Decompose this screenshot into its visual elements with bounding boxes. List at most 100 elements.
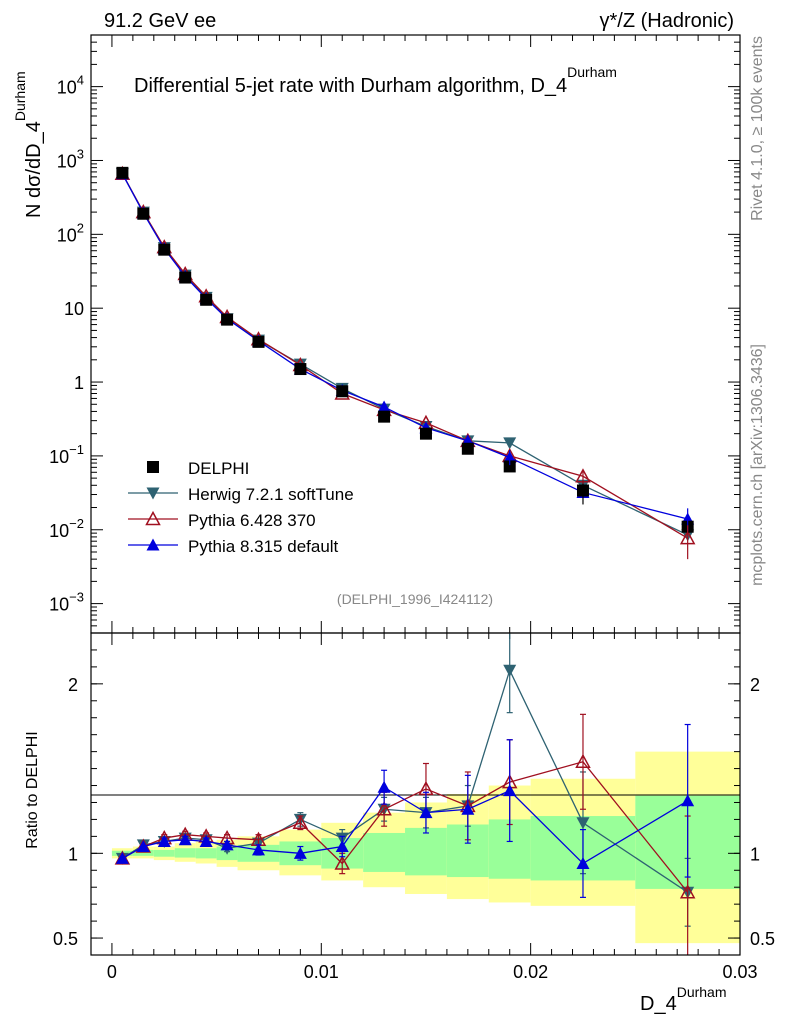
ratio-axis-label: Ratio to DELPHI [24,731,41,848]
data-point [116,166,129,179]
data-point [200,293,213,306]
ratio-point [376,801,392,816]
data-point [378,410,391,423]
uncertainty-band-inner [174,848,196,858]
data-point [137,207,150,220]
ratio-axis-ticks: 0.5 0.5 1 1 2 2 [53,633,775,956]
legend-item: DELPHI [147,459,249,478]
uncertainty-band-inner [132,849,154,856]
ratio-point [503,664,517,677]
legend-label: Herwig 7.2.1 softTune [188,485,354,504]
y-tick-label: 103 [57,146,84,171]
data-point [336,385,349,398]
legend-marker [145,510,161,526]
legend-item: Pythia 8.315 default [128,537,339,556]
chart-title-sup: Durham [567,64,617,80]
ratio-point [576,817,590,830]
series-line [121,173,688,536]
x-tick-labels: 0 0.01 0.02 0.03 [107,962,758,982]
chart-title: Differential 5-jet rate with Durham algo… [134,64,617,97]
x-tick-label: 0.01 [304,962,339,982]
ratio-point [681,794,695,807]
y-axis-label-sup: Durham [12,71,28,121]
analysis-watermark: (DELPHI_1996_I424112) [337,591,493,607]
chart-title-main: Differential 5-jet rate with Durham algo… [134,75,567,97]
ratio-point [115,851,129,864]
header-process: γ*/Z (Hadronic) [600,10,734,32]
ratio-tick-label-right: 0.5 [750,929,775,949]
ratio-point [157,834,171,847]
ratio-point [679,884,696,899]
data-point [503,460,516,473]
legend-label: DELPHI [188,459,249,478]
ratio-point [199,834,213,847]
x-tick-label: 0 [107,962,117,982]
legend-label: Pythia 8.315 default [188,537,339,556]
legend-marker [146,487,160,500]
legend-marker [146,538,160,551]
ratio-point [335,840,349,853]
legend-item: Herwig 7.2.1 softTune [128,485,354,504]
mcplots-label: mcplots.cern.ch [arXiv:1306.3436] [749,344,766,586]
ratio-point [334,855,350,870]
data-point [294,363,307,376]
header-energy: 91.2 GeV ee [104,10,216,32]
uncertainty-band-inner [405,827,447,876]
y-tick-label: 10 [64,299,84,319]
x-axis-label: D_4Durham [640,984,727,1015]
ratio-tick-label-right: 2 [750,675,760,695]
ratio-point [136,840,150,853]
series-delphi [116,166,694,533]
y-axis-label: N dσ/dD_4Durham [12,71,45,218]
legend-label: Pythia 6.428 370 [188,511,316,530]
ratio-point [292,814,309,830]
data-point [377,400,391,413]
rivet-label: Rivet 4.1.0, ≥ 100k events [749,36,766,221]
data-point [179,271,192,284]
ratio-point [461,802,475,815]
ratio-point [178,833,192,846]
y-tick-label: 102 [57,220,84,245]
x-tick-label: 0.03 [722,962,757,982]
y-tick-label: 10−3 [49,590,84,615]
ratio-tick-label: 2 [68,675,78,695]
main-data-layer [114,165,696,560]
ratio-point [220,838,234,851]
y-tick-label: 10−2 [49,516,84,541]
ratio-point [575,753,591,769]
data-point [221,313,234,326]
ratio-point [576,856,590,869]
legend-item: Pythia 6.428 370 [128,510,316,530]
ratio-tick-label-right: 1 [750,844,760,864]
ratio-point [293,846,307,859]
x-tick-label: 0.02 [513,962,548,982]
x-axis-label-sup: Durham [677,984,727,1000]
ratio-data-layer [114,633,696,955]
uncertainty-band-inner [195,848,217,859]
data-point [252,335,265,348]
series-line [121,173,688,539]
uncertainty-band-inner [363,832,406,872]
data-point [419,427,432,440]
ratio-frame [90,632,741,956]
y-tick-label: 1 [74,373,84,393]
ratio-point [251,843,265,856]
ratio-tick-label: 0.5 [53,929,78,949]
y-axis-label-main: N dσ/dD_4 [23,121,45,218]
y-tick-label: 10−1 [49,442,84,467]
legend-marker [147,461,159,473]
x-axis-label-main: D_4 [640,993,677,1015]
ratio-point [377,780,391,793]
data-point [158,243,171,256]
ratio-tick-label: 1 [68,844,78,864]
uncertainty-band-inner [153,849,175,857]
ratio-point [419,806,433,819]
y-tick-label: 104 [57,73,84,98]
data-point [503,437,517,450]
legend: DELPHI Herwig 7.2.1 softTune Pythia 6.428 … [128,459,354,556]
data-point [461,442,474,455]
ratio-series-pythia-8-315-default [115,723,695,898]
ratio-point [503,784,517,797]
